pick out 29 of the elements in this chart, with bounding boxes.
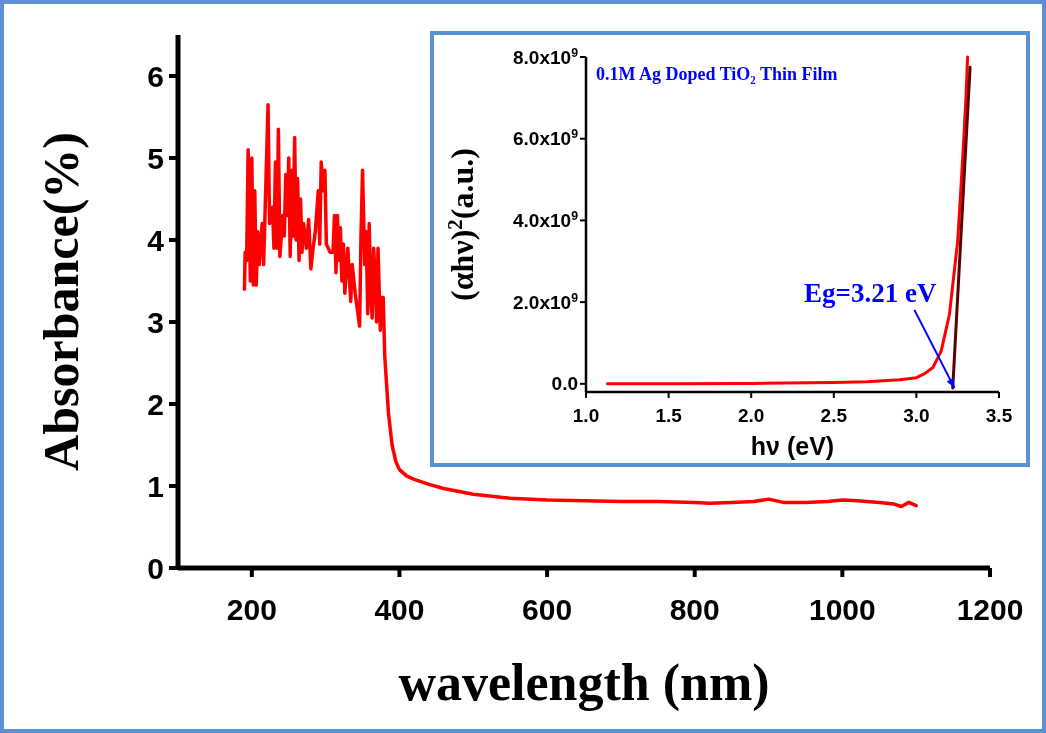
y-tick-label: 5 <box>147 141 164 175</box>
y-tick-label: 1 <box>147 469 164 503</box>
x-tick-label: 3.0 <box>903 405 930 426</box>
x-axis-title: wavelength (nm) <box>398 654 770 712</box>
y-tick-label: 8.0x10$^{9}$ <box>513 45 579 68</box>
x-tick-label: 2.0 <box>737 405 765 426</box>
y-axis-title: Absorbance(%) <box>33 132 89 471</box>
y-tick-label: 0.0 <box>551 373 578 395</box>
x-tick-label: 3.5 <box>985 405 1013 426</box>
x-tick-label: 200 <box>226 593 277 626</box>
y-tick-label: 2 <box>147 387 164 421</box>
x-tick-label: 1200 <box>956 593 1024 626</box>
x-axis-title: hν (eV) <box>750 432 835 460</box>
y-tick-label: 6.0x10$^{9}$ <box>513 127 579 150</box>
y-tick-label: 0 <box>147 551 164 585</box>
x-tick-label: 1000 <box>808 593 876 626</box>
x-tick-label: 2.5 <box>820 405 848 426</box>
chart-title: 0.1M Ag Doped TiO₂ Thin Film <box>596 64 838 84</box>
y-tick-label: 4 <box>147 223 165 257</box>
y-tick-label: 4.0x10$^{9}$ <box>513 209 579 232</box>
x-tick-label: 800 <box>669 593 720 626</box>
x-tick-label: 1.0 <box>572 405 600 426</box>
x-tick-label: 400 <box>374 593 425 626</box>
y-tick-label: 2.0x10$^{9}$ <box>513 290 579 313</box>
y-tick-label: 3 <box>147 305 164 339</box>
y-tick-label: 6 <box>147 59 164 93</box>
x-tick-label: 600 <box>522 593 573 626</box>
annotation: Eg=3.21 eV <box>804 277 937 308</box>
x-tick-label: 1.5 <box>655 405 683 426</box>
